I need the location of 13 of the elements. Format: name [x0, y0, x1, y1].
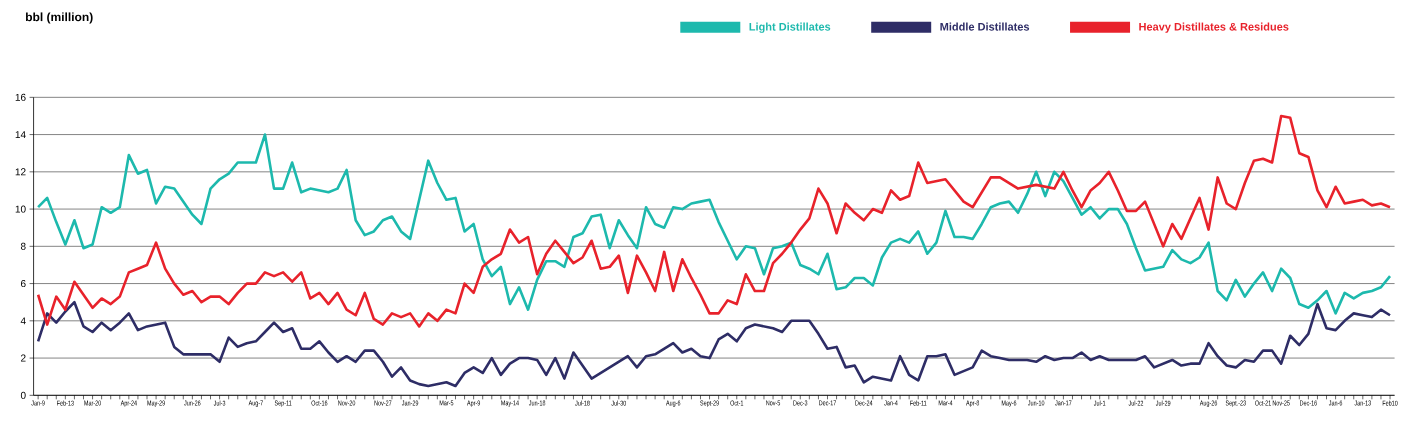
- text: bbl (million): [26, 12, 93, 24]
- y-tick-label: 0: [20, 391, 26, 399]
- text: Middle Distillates: [940, 22, 1030, 31]
- y-tick-label: 10: [15, 205, 26, 213]
- y-tick-label: 14: [15, 131, 26, 139]
- y-tick-label: 6: [21, 280, 26, 288]
- y-tick-label: 12: [15, 168, 26, 176]
- y-tick-label: 2: [21, 354, 26, 362]
- y-tick-label: 16: [15, 93, 26, 101]
- y-tick-label: 8: [20, 242, 26, 250]
- text: Heavy Distillates & Residues: [1139, 22, 1289, 33]
- text: Light Distillates: [749, 22, 831, 33]
- y-tick-label: 4: [20, 317, 26, 325]
